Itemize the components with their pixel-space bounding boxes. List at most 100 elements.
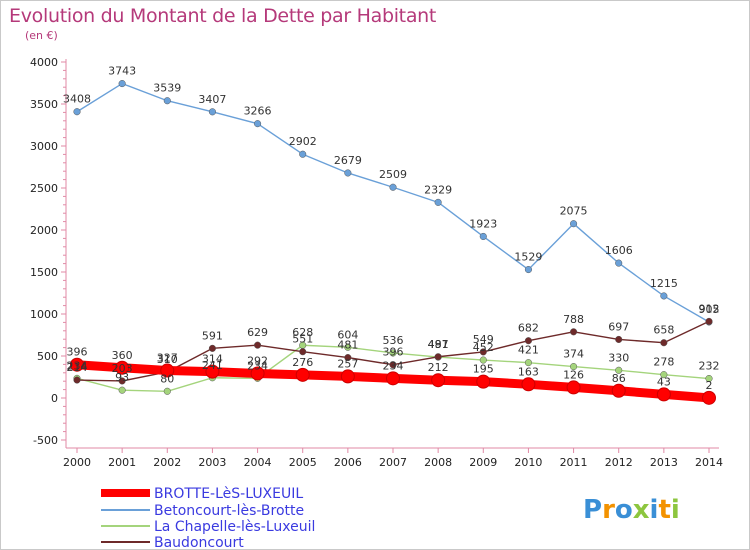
legend-label: Betoncourt-lès-Brotte <box>154 503 304 519</box>
x-tick-label: 2012 <box>605 456 633 469</box>
x-tick-label: 2006 <box>334 456 362 469</box>
data-point <box>434 353 442 361</box>
data-label: 421 <box>518 344 539 357</box>
data-label: 788 <box>563 313 584 326</box>
x-tick-label: 2001 <box>108 456 136 469</box>
data-point <box>160 363 175 378</box>
data-point <box>299 348 307 356</box>
data-label: 2902 <box>289 135 317 148</box>
data-point <box>566 380 581 395</box>
data-label: 241 <box>202 359 223 372</box>
data-label: 452 <box>473 341 494 354</box>
data-point <box>70 357 84 372</box>
data-point <box>163 387 171 395</box>
data-point <box>476 374 491 389</box>
data-label: 396 <box>67 346 88 359</box>
data-point <box>656 387 671 402</box>
data-point <box>570 220 578 228</box>
y-tick-label: -500 <box>33 434 58 447</box>
data-label: 163 <box>518 365 539 378</box>
data-point <box>615 335 623 344</box>
data-point <box>115 360 130 375</box>
data-label: 314 <box>202 353 223 366</box>
data-label: 276 <box>292 356 313 369</box>
data-label: 327 <box>157 352 178 365</box>
data-label: 330 <box>608 351 629 364</box>
data-label: 292 <box>247 354 268 367</box>
data-label: 234 <box>247 359 268 372</box>
data-label: 487 <box>428 338 449 351</box>
data-label: 86 <box>612 372 626 385</box>
y-tick-label: 3000 <box>30 140 58 153</box>
legend-label: Baudoncourt <box>154 535 244 549</box>
data-label: 3408 <box>63 93 91 106</box>
data-point <box>205 364 220 379</box>
data-point <box>118 386 126 394</box>
data-point <box>389 361 397 369</box>
x-tick-label: 2005 <box>289 456 317 469</box>
data-point <box>118 377 126 385</box>
data-point <box>705 317 713 325</box>
data-point <box>299 150 307 158</box>
data-point <box>386 371 400 386</box>
data-label: 1529 <box>514 251 542 264</box>
data-label: 396 <box>383 346 404 359</box>
y-tick-label: 4000 <box>30 56 58 69</box>
data-point <box>295 367 310 382</box>
data-label: 1923 <box>469 217 497 230</box>
x-tick-label: 2007 <box>379 456 407 469</box>
data-label: 1606 <box>605 244 633 257</box>
y-tick-label: 3500 <box>30 98 58 111</box>
data-point <box>524 337 532 345</box>
data-label: 278 <box>653 356 674 369</box>
data-point <box>344 169 352 177</box>
data-label: 2679 <box>334 154 362 167</box>
data-label: 629 <box>247 326 268 339</box>
data-label: 3407 <box>198 93 226 106</box>
data-point <box>570 363 578 371</box>
data-point <box>479 348 487 356</box>
data-point <box>611 383 626 398</box>
data-point <box>702 390 716 405</box>
data-label: 697 <box>608 320 629 333</box>
data-point <box>208 344 216 352</box>
y-tick-label: 2500 <box>30 182 58 195</box>
proxiti-logo: Proxiti <box>583 495 680 525</box>
data-label: 905 <box>699 303 720 316</box>
data-point <box>615 259 623 267</box>
data-point <box>524 266 532 274</box>
data-point <box>431 373 446 388</box>
data-label: 43 <box>657 375 671 388</box>
y-tick-label: 0 <box>51 392 58 405</box>
data-label: 214 <box>67 361 88 374</box>
data-point <box>521 377 536 392</box>
data-label: 80 <box>160 372 174 385</box>
x-tick-label: 2000 <box>63 456 91 469</box>
data-point <box>163 97 171 105</box>
data-label: 912 <box>699 302 720 315</box>
data-label: 232 <box>699 360 720 373</box>
data-point <box>479 232 487 241</box>
data-point <box>73 108 81 116</box>
y-tick-label: 500 <box>37 350 58 363</box>
x-tick-label: 2004 <box>244 456 272 469</box>
data-label: 310 <box>157 353 178 366</box>
data-label: 203 <box>112 362 133 375</box>
data-point <box>705 374 713 383</box>
x-tick-label: 2003 <box>198 456 226 469</box>
legend-label: BROTTE-LèS-LUXEUIL <box>154 486 303 502</box>
data-point <box>660 339 668 347</box>
data-label: 257 <box>337 357 358 370</box>
x-tick-label: 2009 <box>469 456 497 469</box>
data-point <box>524 359 532 367</box>
data-point <box>660 292 668 300</box>
data-label: 491 <box>428 338 449 351</box>
legend-label: La Chapelle-lès-Luxeuil <box>154 519 315 535</box>
data-point <box>660 371 668 379</box>
data-point <box>208 108 216 116</box>
data-label: 374 <box>563 348 584 361</box>
data-point <box>254 120 262 128</box>
data-label: 604 <box>337 328 358 341</box>
x-tick-label: 2010 <box>514 456 542 469</box>
